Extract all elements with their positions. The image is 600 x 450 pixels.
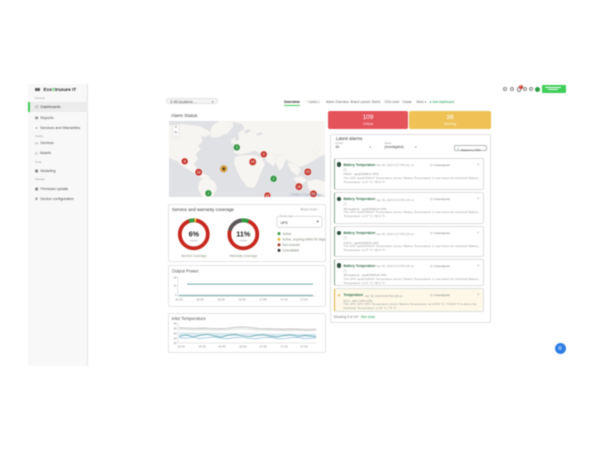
svg-text:16:50: 16:50 xyxy=(238,297,246,301)
svg-text:Service and warranty coverage: Service and warranty coverage xyxy=(172,207,235,212)
svg-text:28: 28 xyxy=(197,171,201,175)
svg-text:17:20: 17:20 xyxy=(300,297,308,301)
svg-text:Device type: Device type xyxy=(280,215,294,218)
svg-text:11%: 11% xyxy=(236,230,251,239)
svg-text:16:20: 16:20 xyxy=(177,344,185,348)
svg-text:25: 25 xyxy=(173,336,177,340)
svg-text:40: 40 xyxy=(173,321,177,325)
svg-text:16:50: 16:50 xyxy=(239,344,247,348)
svg-text:16:20: 16:20 xyxy=(175,297,183,301)
svg-text:1k: 1k xyxy=(174,284,178,288)
svg-text:UPS: UPS xyxy=(281,221,289,225)
svg-text:16:30: 16:30 xyxy=(198,344,206,348)
svg-text:3: 3 xyxy=(236,146,238,150)
svg-text:8: 8 xyxy=(184,160,186,164)
svg-text:Output Power: Output Power xyxy=(172,269,199,274)
svg-text:16:30: 16:30 xyxy=(196,297,204,301)
svg-text:Not covered: Not covered xyxy=(283,243,300,247)
svg-text:17:10: 17:10 xyxy=(280,297,288,301)
svg-text:2k: 2k xyxy=(174,275,178,279)
svg-text:Active: Active xyxy=(190,239,198,243)
svg-text:49: 49 xyxy=(251,160,255,164)
svg-text:17:00: 17:00 xyxy=(259,297,267,301)
svg-text:Service coverage: Service coverage xyxy=(181,254,207,258)
svg-text:Warranty coverage: Warranty coverage xyxy=(229,254,257,258)
svg-text:28: 28 xyxy=(297,185,301,189)
svg-text:45: 45 xyxy=(306,170,310,174)
svg-text:45: 45 xyxy=(266,194,270,197)
svg-text:17:20: 17:20 xyxy=(300,344,308,348)
svg-text:Active: Active xyxy=(283,232,292,236)
svg-text:Show more ›: Show more › xyxy=(300,208,319,212)
svg-text:0: 0 xyxy=(175,293,177,297)
svg-text:55: 55 xyxy=(312,192,316,196)
svg-text:Inlet Temperature: Inlet Temperature xyxy=(172,315,207,320)
svg-text:35: 35 xyxy=(173,326,177,330)
svg-text:Active, expiring within 90 day: Active, expiring within 90 days xyxy=(283,238,326,242)
svg-text:17:10: 17:10 xyxy=(280,344,288,348)
svg-text:17:00: 17:00 xyxy=(259,344,267,348)
svg-text:16:40: 16:40 xyxy=(217,297,225,301)
svg-text:8: 8 xyxy=(263,153,265,157)
svg-text:16:40: 16:40 xyxy=(218,344,226,348)
svg-text:6%: 6% xyxy=(189,230,200,239)
svg-text:© Mapbox © OpenStreetMap: © Mapbox © OpenStreetMap xyxy=(290,194,322,197)
svg-text:30: 30 xyxy=(173,331,177,335)
svg-text:2: 2 xyxy=(273,177,275,181)
svg-text:–: – xyxy=(175,134,178,139)
svg-text:20: 20 xyxy=(173,341,177,345)
svg-text:Unavailable: Unavailable xyxy=(283,249,300,253)
svg-text:Active: Active xyxy=(240,239,248,243)
svg-text:+: + xyxy=(175,125,178,130)
svg-text:2: 2 xyxy=(207,192,209,196)
svg-text:↻: ↻ xyxy=(174,130,177,134)
